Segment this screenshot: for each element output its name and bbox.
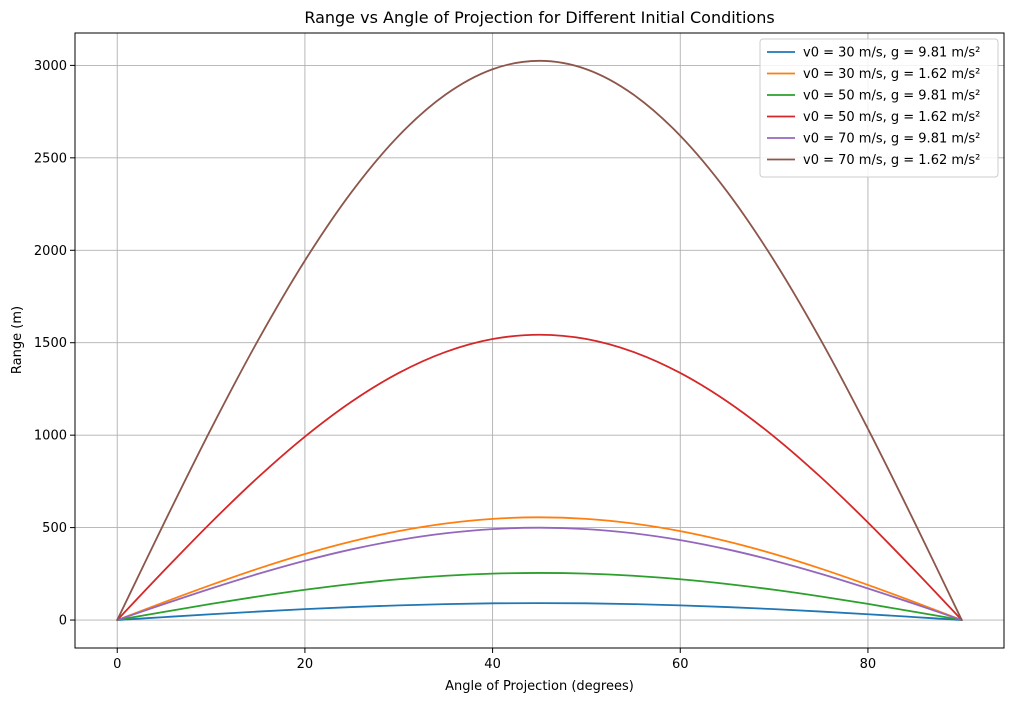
x-axis-label: Angle of Projection (degrees) bbox=[445, 679, 634, 694]
series-line-3 bbox=[116, 572, 963, 621]
series-line-1 bbox=[116, 602, 963, 621]
plot-area bbox=[74, 32, 1005, 649]
x-tick-label: 20 bbox=[297, 657, 314, 672]
y-tick-label: 2500 bbox=[34, 151, 67, 166]
x-tick-label: 40 bbox=[484, 657, 501, 672]
legend-label: v0 = 30 m/s, g = 9.81 m/s² bbox=[803, 46, 980, 61]
y-tick-label: 0 bbox=[59, 614, 67, 629]
y-tick-label: 3000 bbox=[34, 59, 67, 74]
series-line-6 bbox=[116, 59, 963, 621]
x-axis-ticks: 0 20 40 60 80 bbox=[113, 648, 876, 672]
y-tick-label: 2000 bbox=[34, 244, 67, 259]
legend-label: v0 = 30 m/s, g = 1.62 m/s² bbox=[803, 67, 980, 82]
legend-label: v0 = 70 m/s, g = 9.81 m/s² bbox=[803, 132, 980, 147]
legend-label: v0 = 70 m/s, g = 1.62 m/s² bbox=[803, 153, 980, 168]
y-tick-label: 500 bbox=[42, 521, 67, 536]
x-tick-label: 80 bbox=[860, 657, 877, 672]
x-tick-label: 0 bbox=[113, 657, 121, 672]
series-lines bbox=[116, 59, 963, 621]
y-axis-ticks: 0 500 1000 1500 2000 2500 3000 bbox=[34, 59, 75, 629]
x-tick-label: 60 bbox=[672, 657, 689, 672]
series-line-4 bbox=[116, 333, 963, 621]
series-line-2 bbox=[116, 516, 963, 621]
chart-title: Range vs Angle of Projection for Differe… bbox=[304, 8, 774, 27]
series-line-5 bbox=[116, 526, 963, 621]
legend-box bbox=[759, 38, 999, 178]
grid-lines bbox=[75, 33, 1004, 648]
legend-label: v0 = 50 m/s, g = 1.62 m/s² bbox=[803, 110, 980, 125]
y-tick-label: 1500 bbox=[34, 336, 67, 351]
legend-label: v0 = 50 m/s, g = 9.81 m/s² bbox=[803, 89, 980, 104]
y-axis-label: Range (m) bbox=[10, 306, 25, 374]
y-tick-label: 1000 bbox=[34, 429, 67, 444]
legend: v0 = 30 m/s, g = 9.81 m/s² v0 = 30 m/s, g… bbox=[759, 38, 999, 178]
